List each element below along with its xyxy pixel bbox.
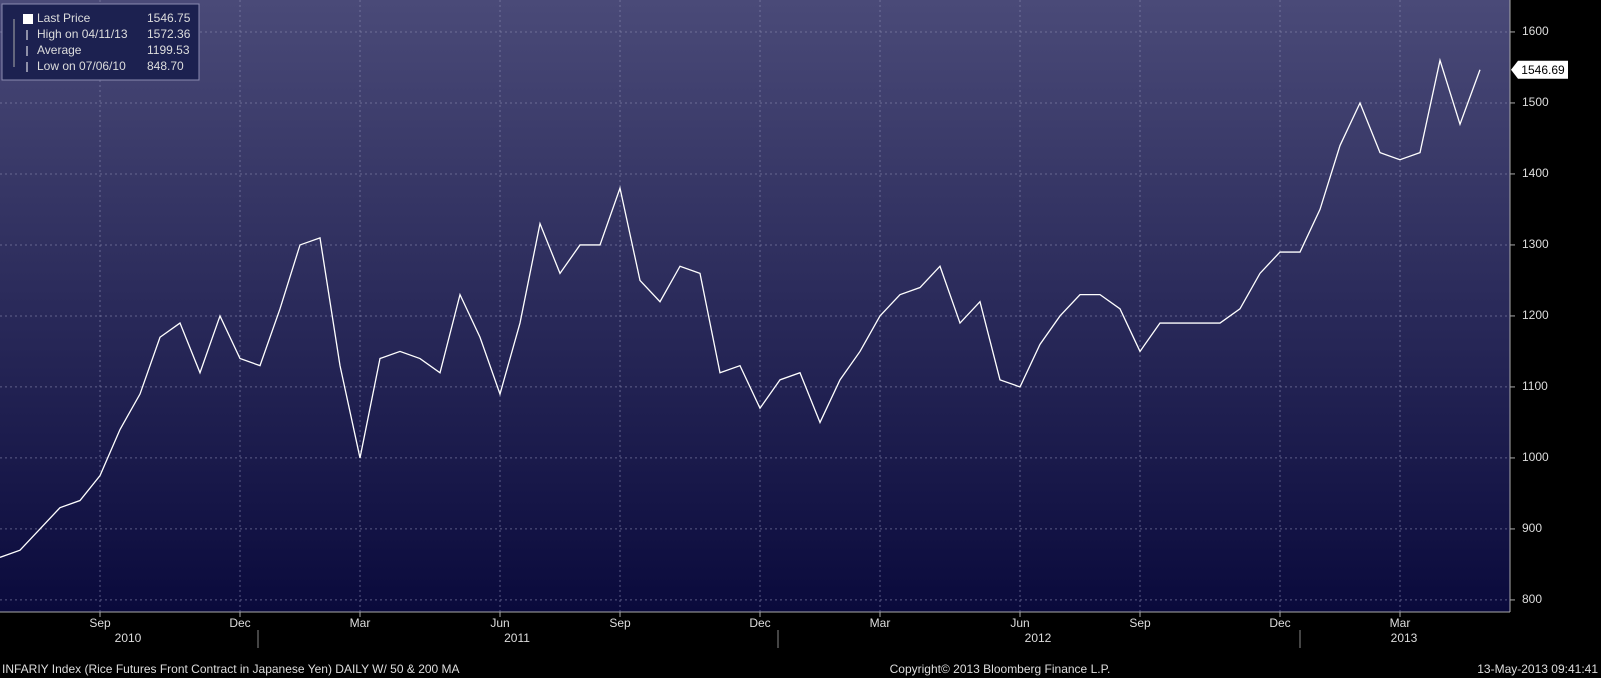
y-tick-label: 1100 (1522, 379, 1548, 393)
x-tick-label: Sep (89, 616, 111, 630)
x-tick-label: Jun (1010, 616, 1029, 630)
y-tick-label: 1600 (1522, 24, 1549, 38)
legend-value: 1572.36 (147, 27, 191, 41)
y-tick-label: 1500 (1522, 95, 1549, 109)
year-label: 2011 (504, 631, 530, 645)
x-tick-label: Mar (1390, 616, 1411, 630)
footer-center: Copyright© 2013 Bloomberg Finance L.P. (890, 662, 1111, 676)
footer-left: INFARIY Index (Rice Futures Front Contra… (2, 662, 460, 676)
x-tick-label: Dec (749, 616, 770, 630)
x-tick-label: Mar (350, 616, 371, 630)
legend-icon (23, 14, 33, 24)
y-tick-label: 1400 (1522, 166, 1549, 180)
legend-label: Average (37, 43, 82, 57)
legend: Last Price 1546.75 High on 04/11/13 1572.36… (1, 3, 200, 81)
legend-value: 848.70 (147, 59, 184, 73)
x-tick-label: Mar (870, 616, 891, 630)
legend-label: Low on 07/06/10 (37, 59, 126, 73)
y-tick-label: 1000 (1522, 450, 1549, 464)
legend-value: 1199.53 (147, 43, 190, 57)
x-tick-label: Jun (490, 616, 509, 630)
footer-right: 13-May-2013 09:41:41 (1477, 662, 1598, 676)
y-tick-label: 1200 (1522, 308, 1549, 322)
x-tick-label: Dec (1269, 616, 1290, 630)
year-label: 2010 (115, 631, 142, 645)
x-tick-label: Sep (1129, 616, 1151, 630)
y-tick-label: 800 (1522, 592, 1542, 606)
year-label: 2012 (1025, 631, 1052, 645)
year-label: 2013 (1391, 631, 1418, 645)
x-tick-label: Sep (609, 616, 631, 630)
legend-box (1, 3, 200, 81)
y-tick-label: 900 (1522, 521, 1542, 535)
y-tick-label: 1300 (1522, 237, 1549, 251)
legend-value: 1546.75 (147, 11, 191, 25)
legend-label: High on 04/11/13 (37, 27, 128, 41)
last-price-tag (1511, 60, 1568, 79)
x-tick-label: Dec (229, 616, 250, 630)
price-line (0, 57, 1481, 558)
plot-area (0, 0, 1510, 612)
last-price-label: 1546.69 (1521, 63, 1565, 77)
legend-label: Last Price (37, 11, 91, 25)
